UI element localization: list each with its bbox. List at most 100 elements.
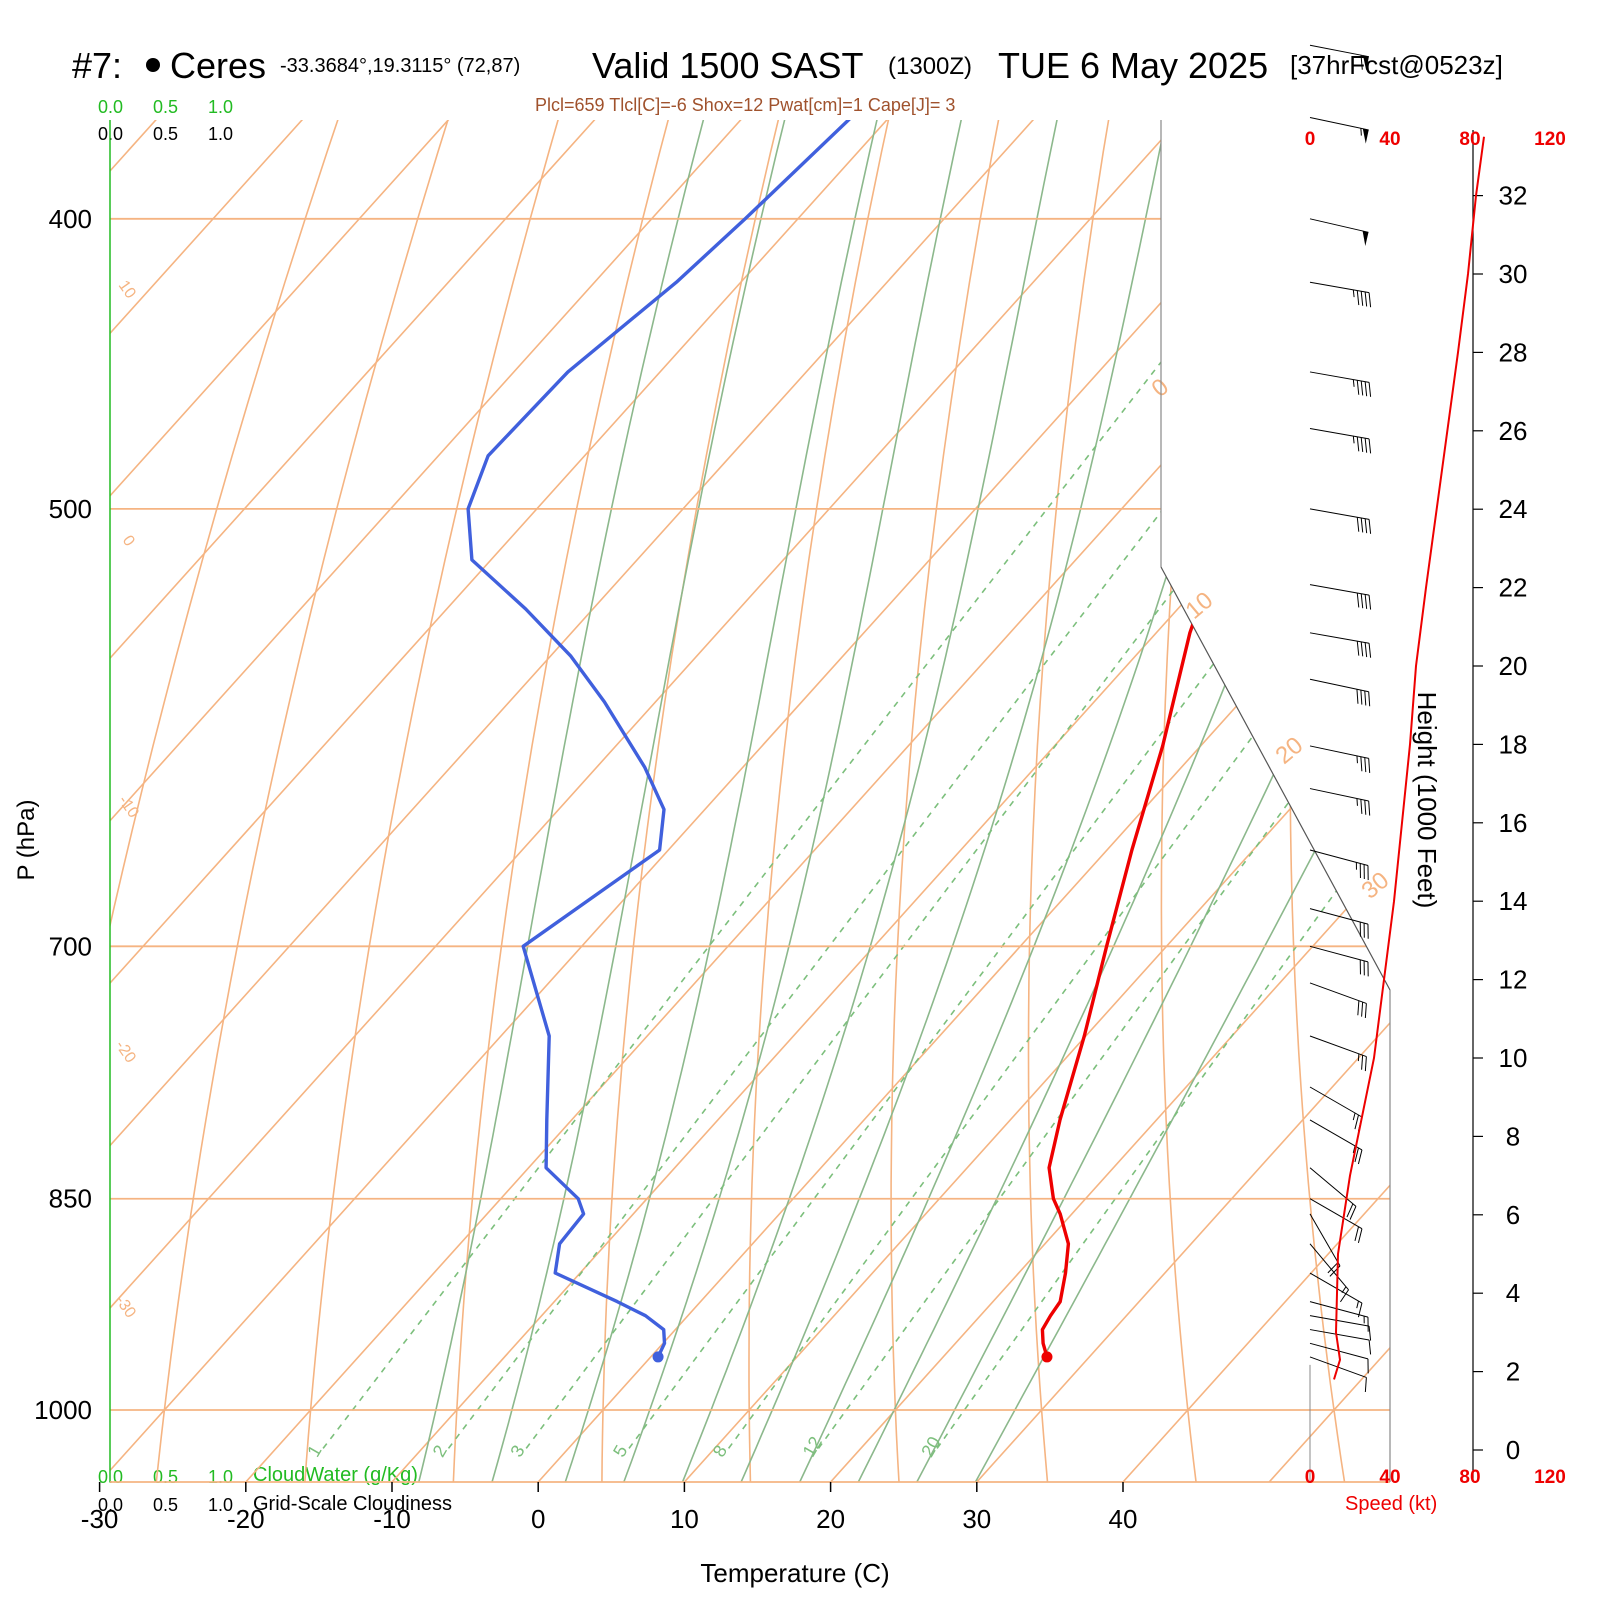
wind-barb: [1309, 427, 1372, 454]
wind-barb-feather: [1364, 381, 1368, 397]
wind-barb-feather: [1368, 438, 1372, 454]
wind-barb-feather: [1357, 1149, 1363, 1165]
wind-barb-staff: [1309, 1301, 1369, 1318]
wind-barb: [1309, 1167, 1357, 1220]
isotherm-label: 0: [119, 533, 138, 550]
wind-barb: [1309, 1356, 1367, 1393]
wind-barb-half-feather: [1352, 379, 1355, 387]
height-tick-label: 12: [1499, 965, 1528, 995]
wind-barb: [1309, 908, 1369, 939]
height-axis-label: Height (1000 Feet): [1412, 692, 1442, 909]
wind-barb-staff: [1309, 1329, 1370, 1341]
pressure-tick-label: 500: [49, 494, 92, 524]
pressure-axis-label: P (hPa): [13, 800, 40, 881]
wind-barb-staff: [1309, 584, 1370, 596]
wind-barb: [1309, 508, 1372, 534]
wind-barb-feather: [1364, 800, 1367, 815]
height-tick-label: 14: [1499, 886, 1528, 916]
wind-barb-staff: [1309, 1035, 1367, 1058]
height-tick-label: 2: [1506, 1357, 1520, 1387]
temperature-tick-label: -20: [227, 1504, 265, 1534]
temperature-axis-label: Temperature (C): [700, 1558, 889, 1588]
wind-barb-feather: [1364, 690, 1367, 706]
wind-barb-flag: [1362, 230, 1369, 246]
wind-barb-feather: [1339, 1289, 1349, 1303]
dry-adiabat-line: [890, 120, 1131, 1482]
wind-barb-staff: [1309, 1198, 1363, 1230]
wind-barb-feather: [1364, 438, 1368, 453]
wind-barb-flag: [1362, 128, 1369, 144]
wind-barb-half-feather: [1352, 1145, 1356, 1154]
isotherm-label: -20: [112, 1038, 139, 1067]
wind-barb: [1309, 1272, 1363, 1318]
wind-barb-half-feather: [1352, 289, 1355, 298]
mixing-ratio-line: [727, 218, 1390, 1449]
isotherm-line: [110, 120, 1390, 1482]
speed-tick-label-bottom: 40: [1379, 1467, 1400, 1488]
cloudiness-scale-label: 0.5: [153, 124, 178, 144]
wind-barb-staff: [1309, 678, 1369, 693]
height-tick-label: 20: [1499, 651, 1528, 681]
wind-barb: [1309, 584, 1372, 610]
wind-barb-staff: [1309, 908, 1369, 925]
temperature-tick-label: -30: [81, 1504, 119, 1534]
wind-barb-staff: [1309, 788, 1369, 802]
pressure-tick-label: 1000: [34, 1395, 92, 1425]
pressure-tick-label: 850: [49, 1184, 92, 1214]
wind-barb-feather: [1360, 593, 1364, 609]
wind-barb-feather: [1364, 1003, 1367, 1019]
wind-barb-staff: [1309, 371, 1370, 383]
wind-barb-feather: [1346, 1203, 1354, 1218]
dry-adiabat-line: [1027, 120, 1229, 1482]
wind-barb-staff: [1309, 508, 1370, 520]
wind-barb: [1309, 371, 1372, 397]
isotherm-line: [110, 120, 1250, 1482]
wind-barb: [1309, 1301, 1369, 1332]
temperature-tick-label: 20: [816, 1504, 845, 1534]
cloudiness-scale-label: 0.5: [153, 1495, 178, 1515]
wind-barb-feather: [1364, 642, 1368, 658]
wind-barb-feather: [1368, 1339, 1372, 1355]
wind-barb-half-feather: [1356, 798, 1358, 806]
isotherm-line: [110, 120, 958, 1482]
dry-adiabat-line: [601, 120, 937, 1482]
wind-barb-staff: [1309, 1167, 1357, 1207]
wind-barb-staff: [1309, 218, 1369, 233]
wind-barb-flag: [1363, 55, 1369, 71]
isotherm-line: [110, 120, 1390, 1482]
cloud-scales: 0.00.51.00.00.51.00.00.51.00.00.51.0Clou…: [98, 97, 452, 1515]
wind-barb-feather: [1360, 517, 1364, 533]
wind-barb-staff: [1309, 1272, 1363, 1304]
temperature-tick-label: -10: [373, 1504, 411, 1534]
temperature-tick-label: 0: [531, 1504, 545, 1534]
mixing-ratio-line: [525, 218, 1390, 1449]
temperature-axis: -30 -20 -10 0 10 20 30 40: [81, 1482, 1137, 1534]
wind-barb-feather: [1360, 437, 1364, 453]
background-lines: [110, 120, 1390, 1482]
isotherm-line: [972, 120, 1390, 1482]
cloudwater-label: CloudWater (g/Kg): [253, 1464, 418, 1486]
mixing-ratio-line: [322, 218, 1274, 1449]
speed-tick-label-top: 40: [1379, 129, 1400, 150]
isotherm-label: 10: [1181, 587, 1219, 625]
wind-barb-feather: [1368, 643, 1372, 658]
wind-barb: [1309, 218, 1369, 246]
cloudiness-label: Grid-Scale Cloudiness: [253, 1493, 452, 1515]
isotherm-line: [826, 120, 1390, 1482]
wind-barb-feather: [1368, 691, 1371, 707]
cloudwater-scale-label: 1.0: [208, 1467, 233, 1487]
cloudiness-scale-label: 0.0: [98, 1495, 123, 1515]
wind-barb-feather: [1356, 592, 1360, 608]
wind-barb: [1309, 44, 1369, 71]
wind-barb-staff: [1309, 1315, 1370, 1327]
mixing-ratio-line: [936, 218, 1390, 1449]
wind-barb-feather: [1364, 518, 1368, 534]
wind-barb-feather: [1364, 1056, 1367, 1072]
dry-adiabat-line: [303, 120, 742, 1482]
pressure-tick-label: 700: [49, 931, 92, 961]
height-tick-label: 10: [1499, 1043, 1528, 1073]
wind-barb-half-feather: [1357, 1053, 1360, 1062]
dry-adiabat-line: [155, 120, 645, 1482]
wind-barb-staff: [1309, 745, 1369, 759]
wind-barb-feather: [1368, 382, 1372, 397]
